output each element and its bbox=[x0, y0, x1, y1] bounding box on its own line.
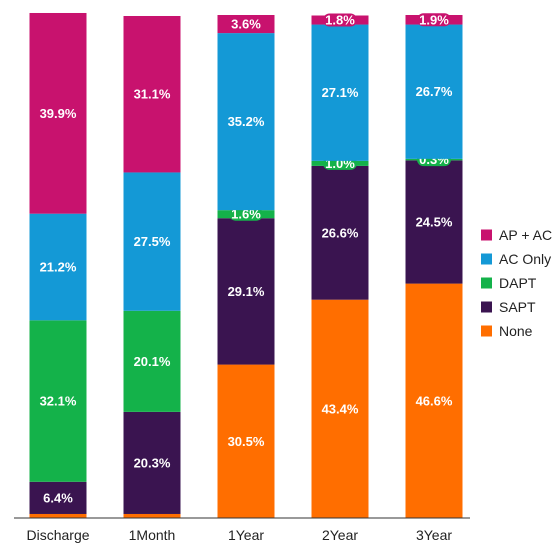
data-label-none-2year: 43.4% bbox=[322, 401, 359, 416]
data-label-none-3year: 46.6% bbox=[416, 393, 453, 408]
data-label-ap-ac-3year: 1.9% bbox=[419, 12, 449, 27]
data-label-ap-ac-1year: 3.6% bbox=[231, 17, 261, 32]
bar-dapt-1month bbox=[123, 310, 181, 412]
bars-group: 6.4% 32.1% 21.2% 39.9% 20.3% 20.1% 27.5% 31.1% 3… bbox=[29, 12, 463, 518]
x-tick-1year: 1Year bbox=[228, 527, 264, 543]
data-label-none-1year: 30.5% bbox=[228, 434, 265, 449]
data-label-ap-ac-discharge: 39.9% bbox=[40, 106, 77, 121]
data-label-ac-only-1month: 27.5% bbox=[134, 234, 171, 249]
data-label-ac-only-3year: 26.7% bbox=[416, 84, 453, 99]
bar-ap-ac-1year bbox=[217, 15, 275, 34]
bar-none-discharge bbox=[29, 513, 87, 518]
bar-ac-only-3year bbox=[405, 24, 463, 159]
x-tick-2year: 2Year bbox=[322, 527, 358, 543]
bar-ap-ac-discharge bbox=[29, 12, 87, 214]
legend-swatch-none bbox=[481, 325, 492, 337]
bar-ac-only-1year bbox=[217, 33, 275, 211]
data-label-ac-only-1year: 35.2% bbox=[228, 114, 265, 129]
data-label-sapt-2year: 26.6% bbox=[322, 225, 359, 240]
bar-sapt-discharge bbox=[29, 481, 87, 514]
bar-sapt-3year bbox=[405, 160, 463, 284]
x-tick-1month: 1Month bbox=[129, 527, 176, 543]
data-label-ac-only-discharge: 21.2% bbox=[40, 260, 77, 275]
legend-label-dapt: DAPT bbox=[499, 275, 537, 291]
data-label-ap-ac-1month: 31.1% bbox=[134, 87, 171, 102]
bar-ac-only-2year bbox=[311, 24, 369, 161]
legend-swatch-sapt bbox=[481, 301, 492, 313]
bar-none-2year bbox=[311, 299, 369, 518]
legend-label-ac-only: AC Only bbox=[499, 251, 551, 267]
bar-sapt-1year bbox=[217, 218, 275, 365]
bar-ac-only-1month bbox=[123, 172, 181, 311]
legend-label-none: None bbox=[499, 323, 533, 339]
legend: AP + AC AC Only DAPT SAPT None bbox=[481, 227, 552, 339]
data-label-bg-dapt-1year bbox=[229, 207, 263, 221]
x-tick-discharge: Discharge bbox=[26, 527, 89, 543]
legend-swatch-ac-only bbox=[481, 253, 492, 265]
legend-label-ap-ac: AP + AC bbox=[499, 227, 552, 243]
data-label-bg-ap-ac-2year bbox=[323, 13, 357, 27]
bar-none-3year bbox=[405, 283, 463, 518]
data-label-ac-only-2year: 27.1% bbox=[322, 85, 359, 100]
data-label-sapt-3year: 24.5% bbox=[416, 214, 453, 229]
bar-none-1year bbox=[217, 364, 275, 518]
x-tick-labels: Discharge 1Month 1Year 2Year 3Year bbox=[26, 527, 452, 543]
bar-ac-only-discharge bbox=[29, 213, 87, 321]
bar-dapt-discharge bbox=[29, 320, 87, 482]
bar-sapt-1month bbox=[123, 411, 181, 514]
x-tick-3year: 3Year bbox=[416, 527, 452, 543]
data-label-dapt-1year: 1.6% bbox=[231, 207, 261, 222]
data-label-dapt-1month: 20.1% bbox=[134, 354, 171, 369]
data-label-sapt-discharge: 6.4% bbox=[43, 490, 73, 505]
bar-sapt-2year bbox=[311, 165, 369, 300]
data-label-bg-ap-ac-3year bbox=[417, 13, 451, 27]
legend-swatch-ap-ac bbox=[481, 229, 492, 241]
data-label-sapt-1month: 20.3% bbox=[134, 455, 171, 470]
data-label-sapt-1year: 29.1% bbox=[228, 284, 265, 299]
bar-none-1month bbox=[123, 513, 181, 518]
data-label-dapt-discharge: 32.1% bbox=[40, 394, 77, 409]
legend-swatch-dapt bbox=[481, 277, 492, 289]
bar-ap-ac-1month bbox=[123, 16, 181, 173]
data-label-ap-ac-2year: 1.8% bbox=[325, 13, 355, 28]
legend-label-sapt: SAPT bbox=[499, 299, 536, 315]
